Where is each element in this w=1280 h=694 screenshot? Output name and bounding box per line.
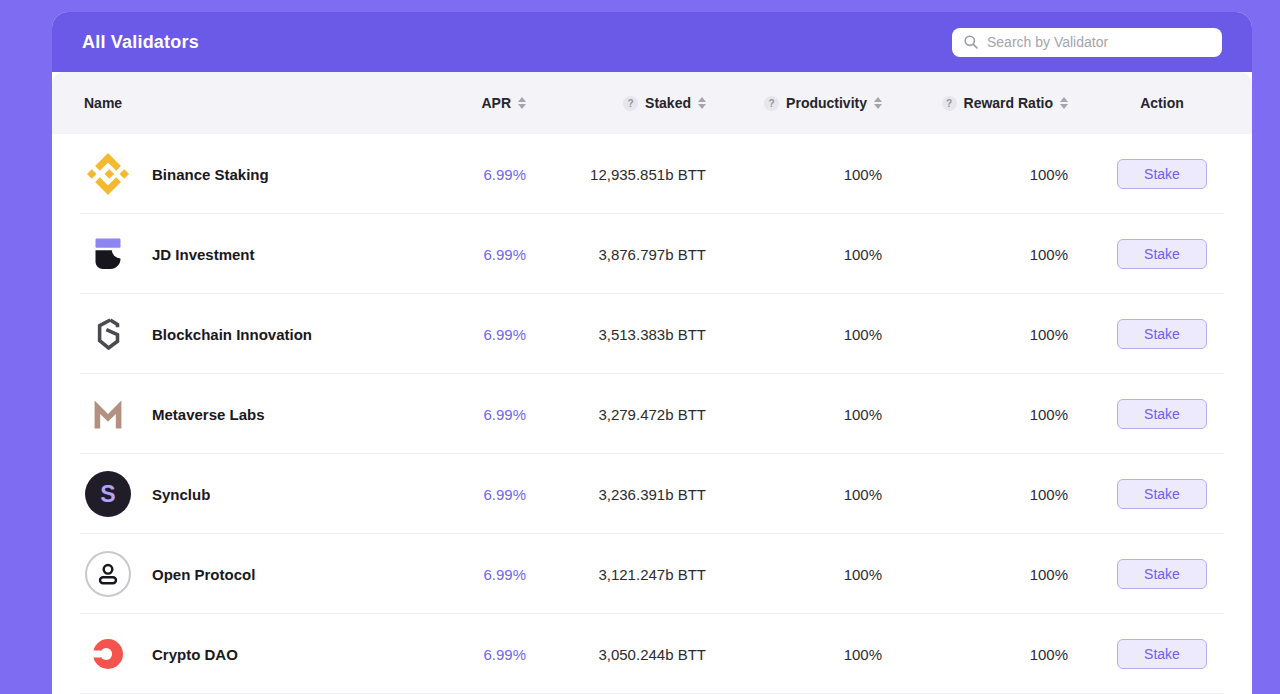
hexagonal-b-mark-icon bbox=[84, 310, 132, 358]
validator-name-cell: Metaverse Labs bbox=[76, 390, 376, 438]
column-header-name: Name bbox=[76, 95, 376, 111]
table-row: Open Protocol 6.99% 3,121.247b BTT 100% … bbox=[52, 534, 1252, 614]
card-header: All Validators bbox=[52, 12, 1252, 72]
productivity-value: 100% bbox=[706, 646, 882, 663]
column-header-staked[interactable]: ? Staked bbox=[526, 95, 706, 111]
reward-ratio-value: 100% bbox=[882, 646, 1068, 663]
sort-icon[interactable] bbox=[698, 97, 706, 109]
reward-ratio-value: 100% bbox=[882, 326, 1068, 343]
staked-value: 3,121.247b BTT bbox=[526, 566, 706, 583]
stake-button[interactable]: Stake bbox=[1117, 479, 1207, 509]
reward-ratio-value: 100% bbox=[882, 246, 1068, 263]
validator-name: Open Protocol bbox=[152, 566, 255, 583]
column-label: Reward Ratio bbox=[964, 95, 1053, 111]
productivity-value: 100% bbox=[706, 406, 882, 423]
reward-ratio-value: 100% bbox=[882, 566, 1068, 583]
sort-icon[interactable] bbox=[518, 97, 526, 109]
stake-button[interactable]: Stake bbox=[1117, 159, 1207, 189]
productivity-value: 100% bbox=[706, 166, 882, 183]
staked-value: 12,935.851b BTT bbox=[526, 166, 706, 183]
validator-name: Crypto DAO bbox=[152, 646, 238, 663]
table-row: Crypto DAO 6.99% 3,050.244b BTT 100% 100… bbox=[52, 614, 1252, 694]
validator-name-cell: JD Investment bbox=[76, 230, 376, 278]
sort-icon[interactable] bbox=[1060, 97, 1068, 109]
c-ring-mark-icon bbox=[84, 630, 132, 678]
column-header-apr[interactable]: APR bbox=[376, 95, 526, 111]
table-header-row: Name APR ? Staked ? Productivity ? Rewar… bbox=[52, 72, 1252, 134]
staked-value: 3,279.472b BTT bbox=[526, 406, 706, 423]
apr-value[interactable]: 6.99% bbox=[376, 326, 526, 343]
validator-name: Metaverse Labs bbox=[152, 406, 265, 423]
apr-value[interactable]: 6.99% bbox=[376, 646, 526, 663]
table-row: S Synclub 6.99% 3,236.391b BTT 100% 100%… bbox=[52, 454, 1252, 534]
productivity-value: 100% bbox=[706, 326, 882, 343]
person-circle-mark-icon bbox=[84, 550, 132, 598]
search-input[interactable] bbox=[987, 34, 1211, 50]
reward-ratio-value: 100% bbox=[882, 406, 1068, 423]
validator-name: Synclub bbox=[152, 486, 210, 503]
validator-name-cell: Open Protocol bbox=[76, 550, 376, 598]
sort-icon[interactable] bbox=[874, 97, 882, 109]
validator-name: JD Investment bbox=[152, 246, 255, 263]
column-label: Productivity bbox=[786, 95, 867, 111]
apr-value[interactable]: 6.99% bbox=[376, 566, 526, 583]
search-icon bbox=[963, 34, 979, 50]
help-icon[interactable]: ? bbox=[764, 96, 779, 111]
help-icon[interactable]: ? bbox=[942, 96, 957, 111]
s-letter: S bbox=[100, 483, 115, 506]
productivity-value: 100% bbox=[706, 246, 882, 263]
s-circle-mark-icon: S bbox=[84, 470, 132, 518]
validator-name-cell: Binance Staking bbox=[76, 150, 376, 198]
validator-search[interactable] bbox=[952, 28, 1222, 57]
productivity-value: 100% bbox=[706, 486, 882, 503]
column-header-action: Action bbox=[1068, 95, 1228, 111]
column-label: Staked bbox=[645, 95, 691, 111]
table-row: Binance Staking 6.99% 12,935.851b BTT 10… bbox=[52, 134, 1252, 214]
column-header-reward-ratio[interactable]: ? Reward Ratio bbox=[882, 95, 1068, 111]
binance-diamonds-icon bbox=[84, 150, 132, 198]
help-icon[interactable]: ? bbox=[623, 96, 638, 111]
staked-value: 3,513.383b BTT bbox=[526, 326, 706, 343]
apr-value[interactable]: 6.99% bbox=[376, 166, 526, 183]
stake-button[interactable]: Stake bbox=[1117, 239, 1207, 269]
column-header-productivity[interactable]: ? Productivity bbox=[706, 95, 882, 111]
validator-name: Blockchain Innovation bbox=[152, 326, 312, 343]
validator-name-cell: Crypto DAO bbox=[76, 630, 376, 678]
staked-value: 3,236.391b BTT bbox=[526, 486, 706, 503]
table-row: Blockchain Innovation 6.99% 3,513.383b B… bbox=[52, 294, 1252, 374]
reward-ratio-value: 100% bbox=[882, 166, 1068, 183]
apr-value[interactable]: 6.99% bbox=[376, 406, 526, 423]
stake-button[interactable]: Stake bbox=[1117, 559, 1207, 589]
staked-value: 3,876.797b BTT bbox=[526, 246, 706, 263]
page-title: All Validators bbox=[82, 32, 199, 53]
validators-card: All Validators Name APR ? Staked ? Produ… bbox=[52, 12, 1252, 694]
apr-value[interactable]: 6.99% bbox=[376, 246, 526, 263]
reward-ratio-value: 100% bbox=[882, 486, 1068, 503]
column-label: Name bbox=[84, 95, 122, 111]
column-label: APR bbox=[481, 95, 511, 111]
column-label: Action bbox=[1140, 95, 1184, 111]
jd-block-mark-icon bbox=[84, 230, 132, 278]
staked-value: 3,050.244b BTT bbox=[526, 646, 706, 663]
apr-value[interactable]: 6.99% bbox=[376, 486, 526, 503]
validator-name-cell: Blockchain Innovation bbox=[76, 310, 376, 358]
stake-button[interactable]: Stake bbox=[1117, 319, 1207, 349]
m-letter-mark-icon bbox=[84, 390, 132, 438]
validator-name: Binance Staking bbox=[152, 166, 269, 183]
table-row: Metaverse Labs 6.99% 3,279.472b BTT 100%… bbox=[52, 374, 1252, 454]
stake-button[interactable]: Stake bbox=[1117, 399, 1207, 429]
table-row: JD Investment 6.99% 3,876.797b BTT 100% … bbox=[52, 214, 1252, 294]
stake-button[interactable]: Stake bbox=[1117, 639, 1207, 669]
productivity-value: 100% bbox=[706, 566, 882, 583]
validator-name-cell: S Synclub bbox=[76, 470, 376, 518]
